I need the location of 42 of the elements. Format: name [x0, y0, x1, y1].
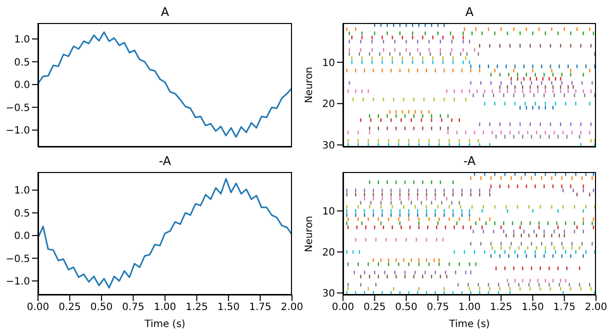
y-tick-label: −0.5	[6, 254, 30, 265]
y-tick-label: 0.5	[14, 208, 30, 220]
x-tick-label: 0.00	[332, 302, 354, 314]
y-tick-label: −0.5	[6, 102, 30, 114]
x-tick-label: 1.25	[490, 302, 512, 314]
x-tick-label: 1.00	[458, 302, 481, 314]
x-tick-label: 1.75	[249, 302, 272, 314]
chart-title: A	[464, 5, 475, 19]
y-tick-label: 0.0	[14, 80, 30, 92]
y-tick-label: 30	[322, 288, 335, 300]
x-tick-label: 0.50	[90, 302, 113, 314]
x-tick-label: 0.00	[26, 302, 50, 314]
y-axis-title: Neuron	[303, 66, 316, 105]
y-tick-label: 20	[322, 99, 335, 110]
x-tick-label: 1.50	[522, 302, 544, 314]
chart-title: A	[160, 5, 170, 19]
y-axis-title: Neuron	[303, 214, 316, 254]
y-tick-label: −1.0	[6, 126, 30, 137]
x-tick-label: 1.00	[154, 302, 176, 314]
x-tick-label: 2.00	[280, 302, 304, 314]
y-tick-label: 20	[322, 248, 335, 258]
x-tick-label: 1.50	[217, 302, 240, 314]
x-tick-label: 0.25	[363, 302, 386, 314]
y-tick-label: 0.0	[14, 231, 30, 242]
x-axis-title: Time (s)	[144, 319, 186, 330]
y-tick-label: 30	[322, 140, 335, 152]
x-tick-label: 2.00	[584, 302, 608, 314]
chart-title: -A	[462, 154, 477, 168]
x-axis-title: Time (s)	[448, 319, 490, 330]
x-tick-label: 0.50	[395, 302, 418, 314]
x-tick-label: 0.25	[58, 302, 81, 314]
y-tick-label: 1.0	[14, 186, 30, 197]
chart-title: -A	[158, 154, 172, 168]
y-tick-label: 0.5	[14, 57, 30, 68]
y-tick-label: 10	[322, 206, 335, 218]
y-tick-label: 1.0	[14, 34, 30, 46]
x-tick-label: 0.75	[122, 302, 144, 314]
y-tick-label: 10	[322, 58, 335, 69]
x-tick-label: 1.75	[553, 302, 576, 314]
y-tick-label: −1.0	[6, 276, 30, 288]
x-tick-label: 1.25	[186, 302, 208, 314]
x-tick-label: 0.75	[426, 302, 450, 314]
